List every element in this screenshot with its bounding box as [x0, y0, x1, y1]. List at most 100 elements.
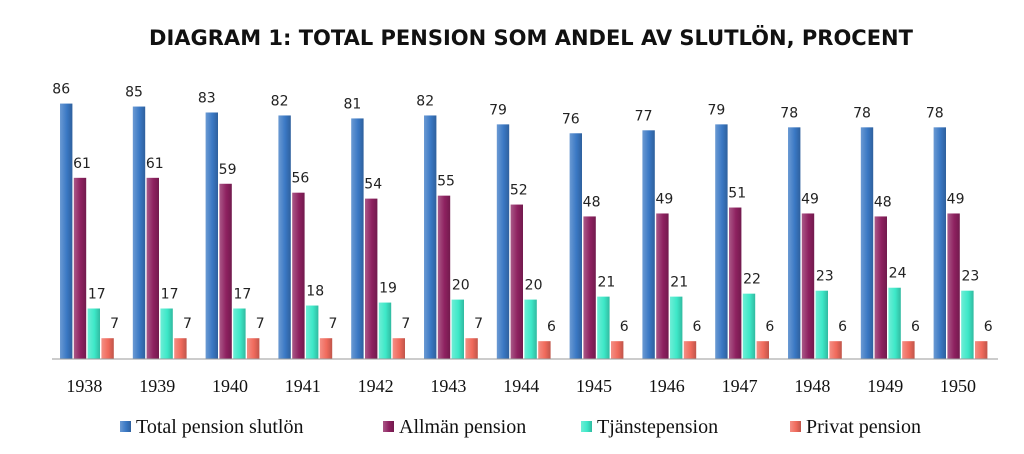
bar-tj-nstepension-1941: [306, 305, 319, 359]
x-tick-label: 1943: [430, 376, 466, 396]
data-label: 55: [437, 174, 455, 190]
bars-layer: 8661177856117783591778256187815419782552…: [52, 82, 993, 360]
bar-total-pension-slutl-n-1947: [715, 124, 728, 360]
x-tick-label: 1945: [576, 376, 612, 396]
data-label: 78: [853, 105, 871, 121]
bar-privat-pension-1944: [538, 341, 551, 359]
legend-label: Privat pension: [806, 416, 921, 438]
bar-tj-nstepension-1943: [451, 299, 464, 359]
data-label: 76: [562, 111, 580, 127]
legend-label: Tjänstepension: [597, 416, 718, 438]
data-label: 7: [110, 316, 119, 332]
chart-title: DIAGRAM 1: TOTAL PENSION SOM ANDEL AV SL…: [149, 25, 914, 50]
x-tick-labels: 1938 1939 1940 1941 1942 1943 1944 1945 1946 1947…: [66, 376, 976, 396]
data-label: 19: [379, 281, 397, 297]
data-label: 6: [838, 319, 847, 335]
bar-tj-nstepension-1948: [815, 290, 828, 359]
data-label: 82: [416, 93, 434, 109]
bar-total-pension-slutl-n-1942: [351, 118, 364, 360]
bar-privat-pension-1948: [829, 341, 842, 359]
bar-total-pension-slutl-n-1950: [933, 127, 946, 359]
bar-allm-n-pension-1950: [947, 213, 960, 359]
data-label: 17: [88, 287, 106, 303]
data-label: 21: [670, 275, 688, 291]
bar-total-pension-slutl-n-1939: [132, 106, 146, 359]
legend-swatch: [790, 421, 801, 432]
data-label: 6: [693, 319, 702, 335]
bar-allm-n-pension-1946: [656, 213, 669, 359]
data-label: 18: [306, 284, 324, 300]
bar-allm-n-pension-1943: [437, 195, 451, 359]
data-label: 7: [256, 316, 265, 332]
data-label: 7: [183, 316, 192, 332]
bar-privat-pension-1947: [756, 341, 769, 359]
bar-tj-nstepension-1947: [742, 293, 756, 359]
bar-privat-pension-1946: [683, 341, 697, 359]
bar-allm-n-pension-1945: [583, 216, 596, 359]
data-label: 52: [510, 183, 528, 199]
bar-total-pension-slutl-n-1949: [860, 127, 874, 359]
data-label: 7: [474, 316, 483, 332]
data-label: 17: [161, 287, 179, 303]
bar-total-pension-slutl-n-1941: [278, 115, 291, 360]
bar-allm-n-pension-1940: [219, 183, 232, 359]
data-label: 6: [984, 319, 993, 335]
data-label: 61: [73, 156, 91, 172]
bar-total-pension-slutl-n-1945: [569, 133, 582, 359]
x-tick-label: 1944: [503, 376, 539, 396]
bar-privat-pension-1940: [247, 338, 260, 359]
data-label: 61: [146, 156, 164, 172]
x-tick-label: 1948: [794, 376, 830, 396]
bar-allm-n-pension-1949: [874, 216, 887, 359]
bar-privat-pension-1943: [465, 338, 478, 359]
data-label: 54: [364, 177, 382, 193]
bar-allm-n-pension-1948: [801, 213, 815, 359]
bar-privat-pension-1950: [975, 341, 988, 359]
data-label: 78: [780, 105, 798, 121]
bar-tj-nstepension-1949: [888, 287, 901, 359]
bar-tj-nstepension-1950: [961, 290, 974, 359]
data-label: 79: [489, 102, 507, 118]
data-label: 23: [961, 269, 979, 285]
bar-tj-nstepension-1940: [233, 308, 246, 359]
x-tick-label: 1941: [285, 376, 321, 396]
legend-swatch: [383, 421, 394, 432]
bar-privat-pension-1939: [174, 338, 187, 359]
bar-allm-n-pension-1938: [73, 177, 87, 359]
data-label: 85: [125, 85, 143, 101]
x-tick-label: 1946: [649, 376, 685, 396]
data-label: 20: [525, 278, 543, 294]
data-label: 7: [401, 316, 410, 332]
x-tick-label: 1950: [940, 376, 976, 396]
data-label: 24: [889, 266, 907, 282]
bar-tj-nstepension-1946: [670, 296, 683, 359]
x-tick-label: 1940: [212, 376, 248, 396]
bar-allm-n-pension-1942: [365, 198, 378, 359]
x-tick-label: 1949: [867, 376, 903, 396]
data-label: 86: [52, 82, 70, 98]
bar-total-pension-slutl-n-1948: [788, 127, 801, 359]
bar-privat-pension-1938: [101, 338, 114, 359]
bar-tj-nstepension-1939: [160, 308, 173, 359]
x-tick-label: 1947: [722, 376, 758, 396]
bar-total-pension-slutl-n-1940: [205, 112, 218, 360]
bar-privat-pension-1942: [392, 338, 405, 359]
x-tick-label: 1938: [66, 376, 102, 396]
bar-allm-n-pension-1941: [292, 192, 305, 359]
legend-swatch: [120, 421, 131, 432]
data-label: 77: [635, 108, 653, 124]
legend-label: Total pension slutlön: [136, 416, 303, 438]
data-label: 20: [452, 278, 470, 294]
data-label: 6: [765, 319, 774, 335]
data-label: 6: [547, 319, 556, 335]
data-label: 7: [329, 316, 338, 332]
bar-allm-n-pension-1939: [146, 177, 159, 359]
data-label: 82: [271, 93, 289, 109]
data-label: 78: [926, 105, 944, 121]
data-label: 81: [343, 96, 361, 112]
data-label: 22: [743, 272, 761, 288]
x-tick-label: 1939: [139, 376, 175, 396]
bar-total-pension-slutl-n-1946: [642, 130, 655, 359]
bar-privat-pension-1941: [319, 338, 333, 359]
bar-privat-pension-1949: [902, 341, 915, 359]
